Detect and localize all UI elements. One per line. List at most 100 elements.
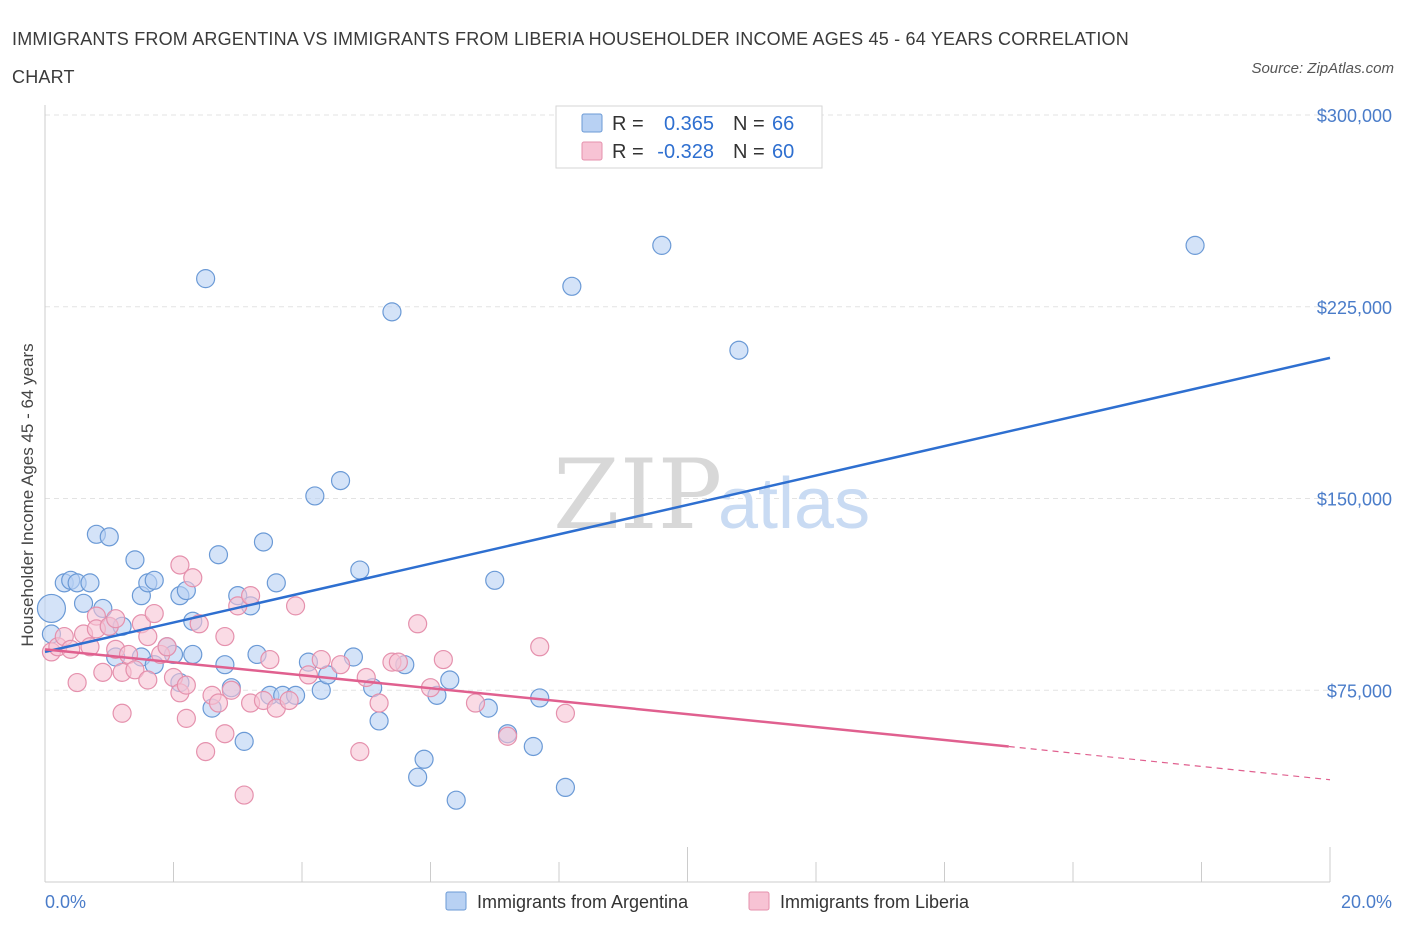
liberia-point — [93, 662, 113, 682]
liberia-point — [183, 568, 203, 588]
argentina-point — [485, 570, 505, 590]
liberia-point — [555, 703, 576, 723]
legend-n-label: N = — [733, 141, 765, 163]
argentina-point — [73, 593, 94, 613]
liberia-point — [221, 680, 241, 700]
argentina-point — [414, 749, 434, 769]
argentina-point — [196, 269, 216, 289]
liberia-point — [241, 586, 261, 606]
liberia-point — [67, 672, 87, 693]
x-tick-label: 0.0% — [45, 892, 86, 912]
liberia-point — [260, 649, 280, 670]
liberia-point — [369, 693, 389, 713]
liberia-point — [176, 675, 196, 695]
liberia-point — [356, 667, 376, 688]
argentina-point — [523, 736, 543, 757]
legend-r-label: R = — [612, 113, 644, 135]
liberia-point — [279, 690, 299, 711]
argentina-point — [555, 777, 576, 798]
argentina-point — [144, 570, 164, 590]
argentina-trend-line — [44, 356, 1331, 654]
argentina-point — [408, 767, 428, 787]
chart-title: IMMIGRANTS FROM ARGENTINA VS IMMIGRANTS … — [12, 29, 1129, 87]
argentina-point — [382, 302, 402, 322]
liberia-point — [157, 637, 177, 657]
liberia-point — [433, 649, 453, 670]
argentina-point — [440, 670, 460, 690]
liberia-point — [408, 614, 428, 634]
liberia-point — [311, 649, 331, 670]
trend-lines — [44, 356, 1331, 781]
y-tick-label: $75,000 — [1327, 681, 1392, 701]
argentina-point — [330, 471, 351, 491]
argentina-point — [234, 731, 254, 751]
argentina-point — [183, 644, 203, 665]
argentina-point — [215, 655, 235, 675]
liberia-point — [144, 603, 164, 624]
liberia-point — [330, 655, 351, 675]
y-tick-label: $300,000 — [1317, 106, 1392, 126]
liberia-point — [112, 703, 132, 723]
argentina-point — [305, 486, 325, 506]
argentina-point — [253, 532, 274, 552]
x-tick-label: 20.0% — [1341, 892, 1392, 912]
liberia-point — [350, 742, 370, 762]
legend-swatch-argentina — [581, 113, 603, 133]
watermark: ZIP atlas — [553, 439, 870, 551]
liberia-point — [498, 726, 518, 746]
liberia-point — [189, 614, 209, 634]
liberia-point — [285, 596, 306, 616]
watermark-atlas: atlas — [718, 464, 870, 544]
legend-n-value: 66 — [772, 113, 794, 135]
y-tick-label: $225,000 — [1317, 298, 1392, 318]
argentina-point — [99, 527, 119, 547]
liberia-point — [196, 742, 216, 762]
argentina-point — [446, 790, 466, 810]
argentina-point — [350, 560, 370, 580]
liberia-trend-line-extrapolated — [1008, 745, 1331, 781]
legend-r-label: R = — [612, 141, 644, 163]
argentina-point — [80, 573, 100, 593]
argentina-point — [562, 276, 582, 296]
legend-n-value: 60 — [772, 141, 794, 163]
liberia-point — [170, 555, 190, 575]
liberia-point — [215, 626, 235, 647]
argentina-point — [652, 235, 672, 255]
argentina-point — [729, 340, 749, 360]
argentina-point — [266, 573, 286, 593]
liberia-point — [208, 693, 229, 713]
argentina-point — [369, 711, 389, 731]
legend-swatch-liberia — [748, 891, 770, 911]
argentina-point — [36, 593, 67, 624]
y-tick-label: $150,000 — [1317, 490, 1392, 510]
legend-swatch-liberia — [581, 141, 603, 161]
liberia-trend-line — [44, 648, 1009, 748]
chart-source: Source: ZipAtlas.com — [1251, 60, 1394, 77]
legend-r-value: 0.365 — [664, 113, 714, 135]
data-points — [36, 235, 1205, 810]
x-tick-labels: 0.0% 20.0% — [45, 892, 1392, 912]
legend-n-label: N = — [733, 113, 765, 135]
correlation-legend: R = 0.365 N = 66 R = -0.328 N = 60 — [555, 105, 823, 169]
liberia-point — [106, 609, 126, 629]
y-axis-label: Householder Income Ages 45 - 64 years — [18, 343, 37, 646]
liberia-point — [530, 637, 550, 657]
liberia-point — [234, 785, 254, 805]
axes — [44, 105, 1331, 883]
liberia-point — [465, 693, 486, 713]
argentina-point — [208, 545, 229, 565]
argentina-point — [1185, 235, 1205, 255]
argentina-point — [125, 550, 145, 570]
liberia-point — [61, 639, 81, 659]
legend-label-argentina: Immigrants from Argentina — [477, 892, 689, 912]
legend-swatch-argentina — [445, 891, 467, 911]
watermark-zip: ZIP — [553, 439, 722, 551]
liberia-point — [138, 670, 158, 690]
legend-label-liberia: Immigrants from Liberia — [780, 892, 970, 912]
liberia-point — [388, 652, 408, 672]
liberia-point — [215, 724, 235, 744]
y-tick-labels: $75,000 $150,000 $225,000 $300,000 — [1317, 106, 1392, 701]
legend-r-value: -0.328 — [657, 141, 714, 163]
liberia-point — [125, 660, 145, 680]
